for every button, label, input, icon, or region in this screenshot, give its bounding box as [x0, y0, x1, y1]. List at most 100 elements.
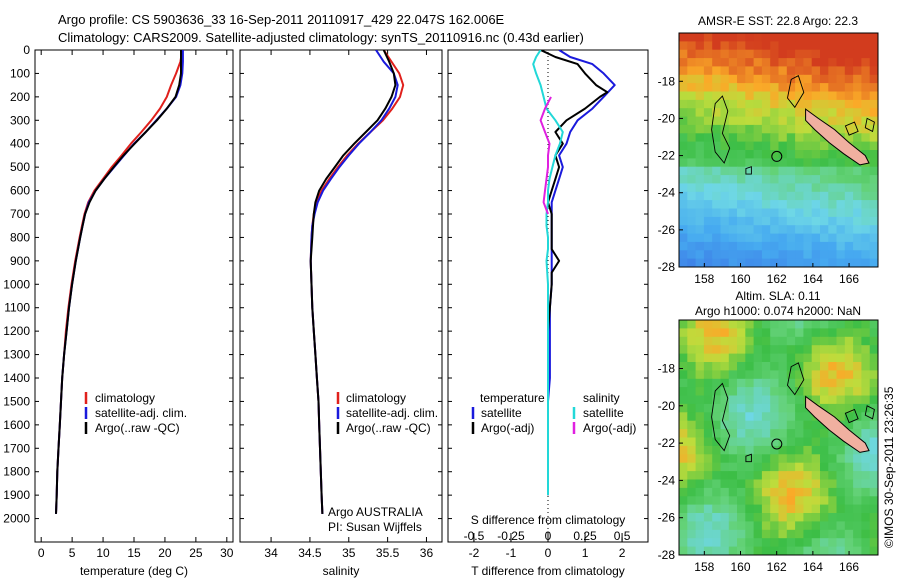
- sla-map-cell: [844, 487, 854, 497]
- sla-map-cell: [728, 403, 738, 413]
- sst-map-cell: [703, 49, 713, 59]
- sst-map-cell: [853, 83, 862, 93]
- sst-map-cell: [795, 58, 804, 68]
- sla-map-cell: [761, 328, 771, 338]
- sst-map-cell: [745, 225, 755, 235]
- difference-x-tick-label: 0: [545, 546, 552, 560]
- sla-map-cell: [695, 529, 705, 539]
- sst-map-cell: [828, 66, 838, 76]
- sla-map-cell: [795, 504, 804, 514]
- sst-map-cell: [778, 208, 788, 218]
- sst-map-cell: [695, 233, 705, 243]
- sla-map-cell: [695, 471, 705, 481]
- sla-map-cell: [703, 328, 713, 338]
- sst-map-cell: [844, 58, 854, 68]
- salinity-panel: 34 34.5 35 35.5 36 salinity climatology sate…: [239, 49, 443, 578]
- sla-map-cell: [820, 496, 829, 506]
- sla-map-cell: [844, 420, 854, 430]
- sst-map-cell: [836, 258, 846, 267]
- sla-map-cell: [695, 345, 705, 355]
- sst-map-cell: [869, 141, 878, 151]
- sst-map-cell: [803, 233, 813, 243]
- sla-map-cell: [728, 445, 738, 455]
- sla-map-cell: [770, 487, 780, 497]
- sla-map-cell: [720, 454, 730, 464]
- sla-map-cell: [844, 521, 854, 531]
- sla-map-cell: [828, 370, 838, 380]
- depth-tick-label: 1900: [3, 488, 30, 502]
- sla-map-cell: [728, 429, 738, 439]
- sst-map-cell: [770, 74, 780, 84]
- sla-map-cell: [844, 504, 854, 514]
- sla-map-cell: [778, 387, 788, 397]
- sla-map-cell: [737, 529, 746, 539]
- sla-map-cell: [786, 387, 796, 397]
- sst-map-cell: [761, 225, 771, 235]
- sla-map-cell: [728, 336, 738, 346]
- sst-map-cell: [861, 74, 871, 84]
- sst-map-cell: [687, 108, 697, 118]
- sla-map-cell: [844, 336, 854, 346]
- sla-map-cell: [753, 420, 763, 430]
- sst-map-cell: [761, 133, 771, 143]
- sla-map-cell: [770, 353, 780, 363]
- depth-tick-label: 600: [10, 184, 30, 198]
- sla-map-cell: [679, 378, 688, 388]
- sla-map-cell: [836, 403, 846, 413]
- sla-map-cell: [712, 429, 722, 439]
- sla-map-cell: [679, 437, 688, 447]
- sla-map-cell: [770, 403, 780, 413]
- sla-map-cell: [795, 387, 804, 397]
- sla-map-cell: [861, 538, 871, 548]
- sst-map-cell: [820, 208, 829, 218]
- sst-map-cell: [844, 49, 854, 59]
- sst-map-cell: [720, 33, 730, 42]
- sst-map-cell: [703, 91, 713, 101]
- sla-map-cell: [820, 328, 829, 338]
- sla-map-cell: [695, 454, 705, 464]
- sla-map-cell: [836, 462, 846, 472]
- sla-map-cell: [695, 362, 705, 371]
- sla-map-cell: [828, 513, 838, 522]
- sla-map-cell: [844, 362, 854, 371]
- sst-map-cell: [770, 66, 780, 76]
- sst-map-cell: [828, 175, 838, 185]
- sst-map-cell: [770, 225, 780, 235]
- sla-map-cell: [828, 521, 838, 531]
- sst-map-cell: [795, 99, 804, 109]
- sst-map-cell: [737, 33, 746, 42]
- sst-map-cell: [712, 108, 722, 118]
- sla-map-cell: [679, 538, 688, 548]
- sst-map-cell: [720, 108, 730, 118]
- sla-map-cell: [853, 353, 862, 363]
- sst-map-cell: [687, 208, 697, 218]
- sst-map-cell: [761, 208, 771, 218]
- sla-map-cell: [869, 454, 878, 464]
- sst-map-cell: [687, 33, 697, 42]
- sla-map-cell: [836, 353, 846, 363]
- sst-map-cell: [737, 258, 746, 267]
- sla-map-cell: [703, 353, 713, 363]
- sst-map-cell: [869, 250, 878, 260]
- sst-map-cell: [720, 66, 730, 76]
- sla-map-cell: [803, 496, 813, 506]
- sla-map-cell: [828, 496, 838, 506]
- difference-legend-t-argo: Argo(-adj): [481, 421, 534, 435]
- sla-map-cell: [753, 471, 763, 481]
- temperature-series: [55, 50, 184, 514]
- sla-map-cell: [844, 328, 854, 338]
- sst-map-cell: [828, 141, 838, 151]
- sla-map-cell: [811, 437, 821, 447]
- sla-map-cell: [703, 387, 713, 397]
- sla-map-cell: [836, 362, 846, 371]
- sla-map-cell: [795, 454, 804, 464]
- sla-map-cell: [778, 462, 788, 472]
- sst-map-cell: [703, 233, 713, 243]
- sla-map-cell: [836, 496, 846, 506]
- difference-x-label-temperature: T difference from climatology: [471, 564, 625, 578]
- sla-map-cell: [803, 487, 813, 497]
- sst-map-cell: [737, 241, 746, 251]
- difference-legend-temperature: temperature satellite Argo(-adj): [471, 391, 545, 435]
- sst-map-cell: [720, 241, 730, 251]
- sst-map-cell: [803, 208, 813, 218]
